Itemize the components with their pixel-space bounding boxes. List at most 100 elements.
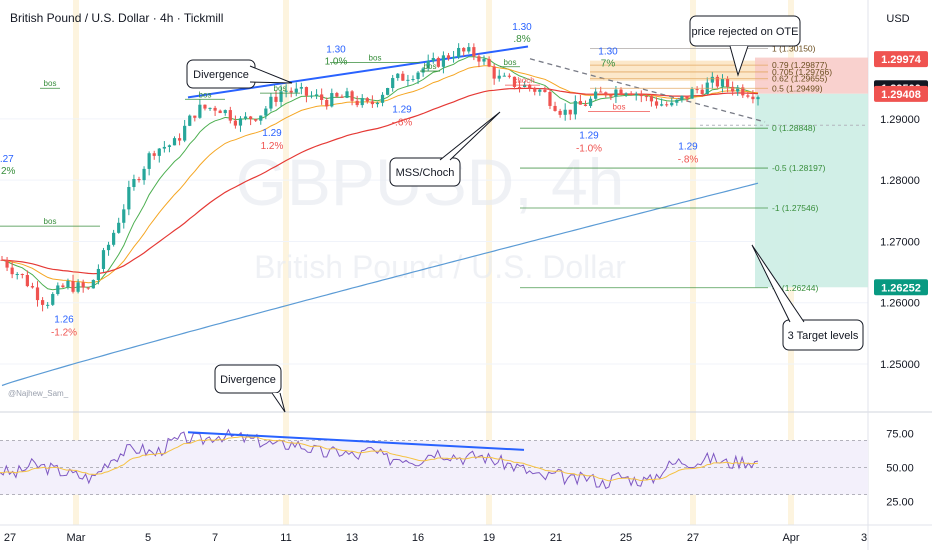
candle-body-24 xyxy=(122,209,126,223)
candle-body-85 xyxy=(431,58,435,61)
currency-label[interactable]: USD xyxy=(886,13,909,25)
stop-zone xyxy=(755,57,868,94)
candle-body-118 xyxy=(599,91,603,93)
candle-body-67 xyxy=(340,96,344,98)
candle-body-20 xyxy=(101,250,106,269)
candle-body-39 xyxy=(198,104,202,118)
candle-body-125 xyxy=(634,93,638,96)
candle-body-83 xyxy=(421,68,425,73)
callout-ote: price rejected on OTE xyxy=(689,15,801,77)
candle-body-49 xyxy=(249,116,253,120)
candle-body-89 xyxy=(451,57,456,59)
candle-body-30 xyxy=(152,153,156,156)
candle-body-110 xyxy=(558,110,562,115)
candle-body-18 xyxy=(91,279,95,289)
candle-body-63 xyxy=(320,94,324,101)
candle-body-108 xyxy=(548,91,552,106)
fib-label-2: 0.705 (1.29766) xyxy=(772,67,832,77)
candle-body-21 xyxy=(106,244,111,251)
candle-body-122 xyxy=(619,89,623,95)
candle-body-64 xyxy=(325,100,329,107)
candle-body-25 xyxy=(127,187,131,210)
session-band-0 xyxy=(73,0,79,525)
candle-body-77 xyxy=(391,78,395,89)
bos-label-2: bos xyxy=(274,84,287,93)
candle-body-131 xyxy=(665,104,669,106)
candle-body-42 xyxy=(213,107,217,111)
candle-body-84 xyxy=(426,60,430,69)
candle-body-119 xyxy=(604,92,608,96)
candle-body-106 xyxy=(538,89,542,92)
candle-body-71 xyxy=(360,98,364,106)
candle-body-6 xyxy=(30,286,35,288)
candle-body-28 xyxy=(142,168,146,181)
candle-body-53 xyxy=(269,96,273,109)
candle-body-40 xyxy=(203,104,207,109)
candle-body-5 xyxy=(25,274,29,287)
price-label-bg-2 xyxy=(874,85,928,102)
time-tick-12: 3 xyxy=(861,532,867,544)
candle-body-0 xyxy=(0,259,4,261)
fib-label-4: 0.5 (1.29499) xyxy=(772,83,823,93)
candle-body-142 xyxy=(720,78,725,87)
time-tick-4: 11 xyxy=(280,532,291,544)
candle-body-123 xyxy=(624,93,628,95)
candle-body-111 xyxy=(563,109,567,115)
rsi-tick-1: 50.00 xyxy=(886,463,914,475)
price-divergence-line xyxy=(187,45,529,99)
price-axis: 1.25000 1.26000 1.27000 1.28000 1.29000 1.299… xyxy=(874,51,928,508)
candle-body-47 xyxy=(238,118,243,126)
candle-body-140 xyxy=(710,76,714,83)
ema-200-line xyxy=(1,182,759,387)
rsi-ma-line xyxy=(0,436,759,482)
candle-body-107 xyxy=(543,89,547,92)
candle-body-38 xyxy=(193,115,197,118)
callout-targets-pointer xyxy=(751,244,805,323)
candle-body-62 xyxy=(314,94,319,96)
candle-body-41 xyxy=(208,107,212,109)
rsi-tick-0: 25.00 xyxy=(886,496,914,508)
candle-body-2 xyxy=(10,267,14,275)
time-tick-0: 27 xyxy=(4,532,16,544)
chart-title: British Pound / U.S. Dollar · 4h · Tickm… xyxy=(10,11,223,25)
time-tick-5: 13 xyxy=(346,532,358,544)
candle-body-135 xyxy=(685,95,689,99)
candle-body-149 xyxy=(756,97,760,100)
swing-price-8: 1.29 xyxy=(678,142,698,153)
price-label-3: 1.26252 xyxy=(881,282,921,294)
callout-divergence-price-text: Divergence xyxy=(193,69,249,81)
bos-label-6: bos xyxy=(613,103,626,112)
candle-body-92 xyxy=(467,47,471,52)
candle-body-97 xyxy=(492,66,496,79)
time-tick-6: 16 xyxy=(412,532,424,544)
fib-label-1: 0.79 (1.29877) xyxy=(772,60,827,70)
candle-body-37 xyxy=(188,115,192,126)
rsi-pane xyxy=(0,428,868,495)
candle-body-1 xyxy=(5,259,9,268)
candle-body-81 xyxy=(411,79,415,81)
callout-divergence-rsi-text: Divergence xyxy=(220,374,276,386)
candle-body-101 xyxy=(512,76,517,87)
candles xyxy=(0,42,760,312)
author-tag: @Najhew_Sam_ xyxy=(8,389,69,398)
fib-levels: 1 (1.30150) 0.79 (1.29877)0.705 (1.29766)… xyxy=(520,43,832,293)
candle-body-54 xyxy=(274,96,278,102)
candle-body-95 xyxy=(482,58,486,62)
candle-body-11 xyxy=(56,285,60,295)
candle-body-50 xyxy=(254,119,258,121)
session-band-3 xyxy=(690,0,696,525)
candle-body-120 xyxy=(609,95,613,97)
candle-body-65 xyxy=(330,93,334,107)
fib-label-5: 0 (1.28848) xyxy=(772,123,816,133)
candle-body-93 xyxy=(472,47,476,57)
candle-body-79 xyxy=(401,73,405,81)
swing-price-3: 1.30 xyxy=(326,45,346,56)
candle-body-56 xyxy=(284,90,288,92)
swing-pct-0: 1.2% xyxy=(0,166,16,177)
candle-body-31 xyxy=(157,148,161,156)
candle-body-13 xyxy=(66,281,70,288)
callout-divergence-price-pointer xyxy=(249,65,293,84)
time-tick-9: 25 xyxy=(620,532,632,544)
candle-body-100 xyxy=(507,75,511,77)
callout-mss-choch-pointer xyxy=(439,111,501,161)
